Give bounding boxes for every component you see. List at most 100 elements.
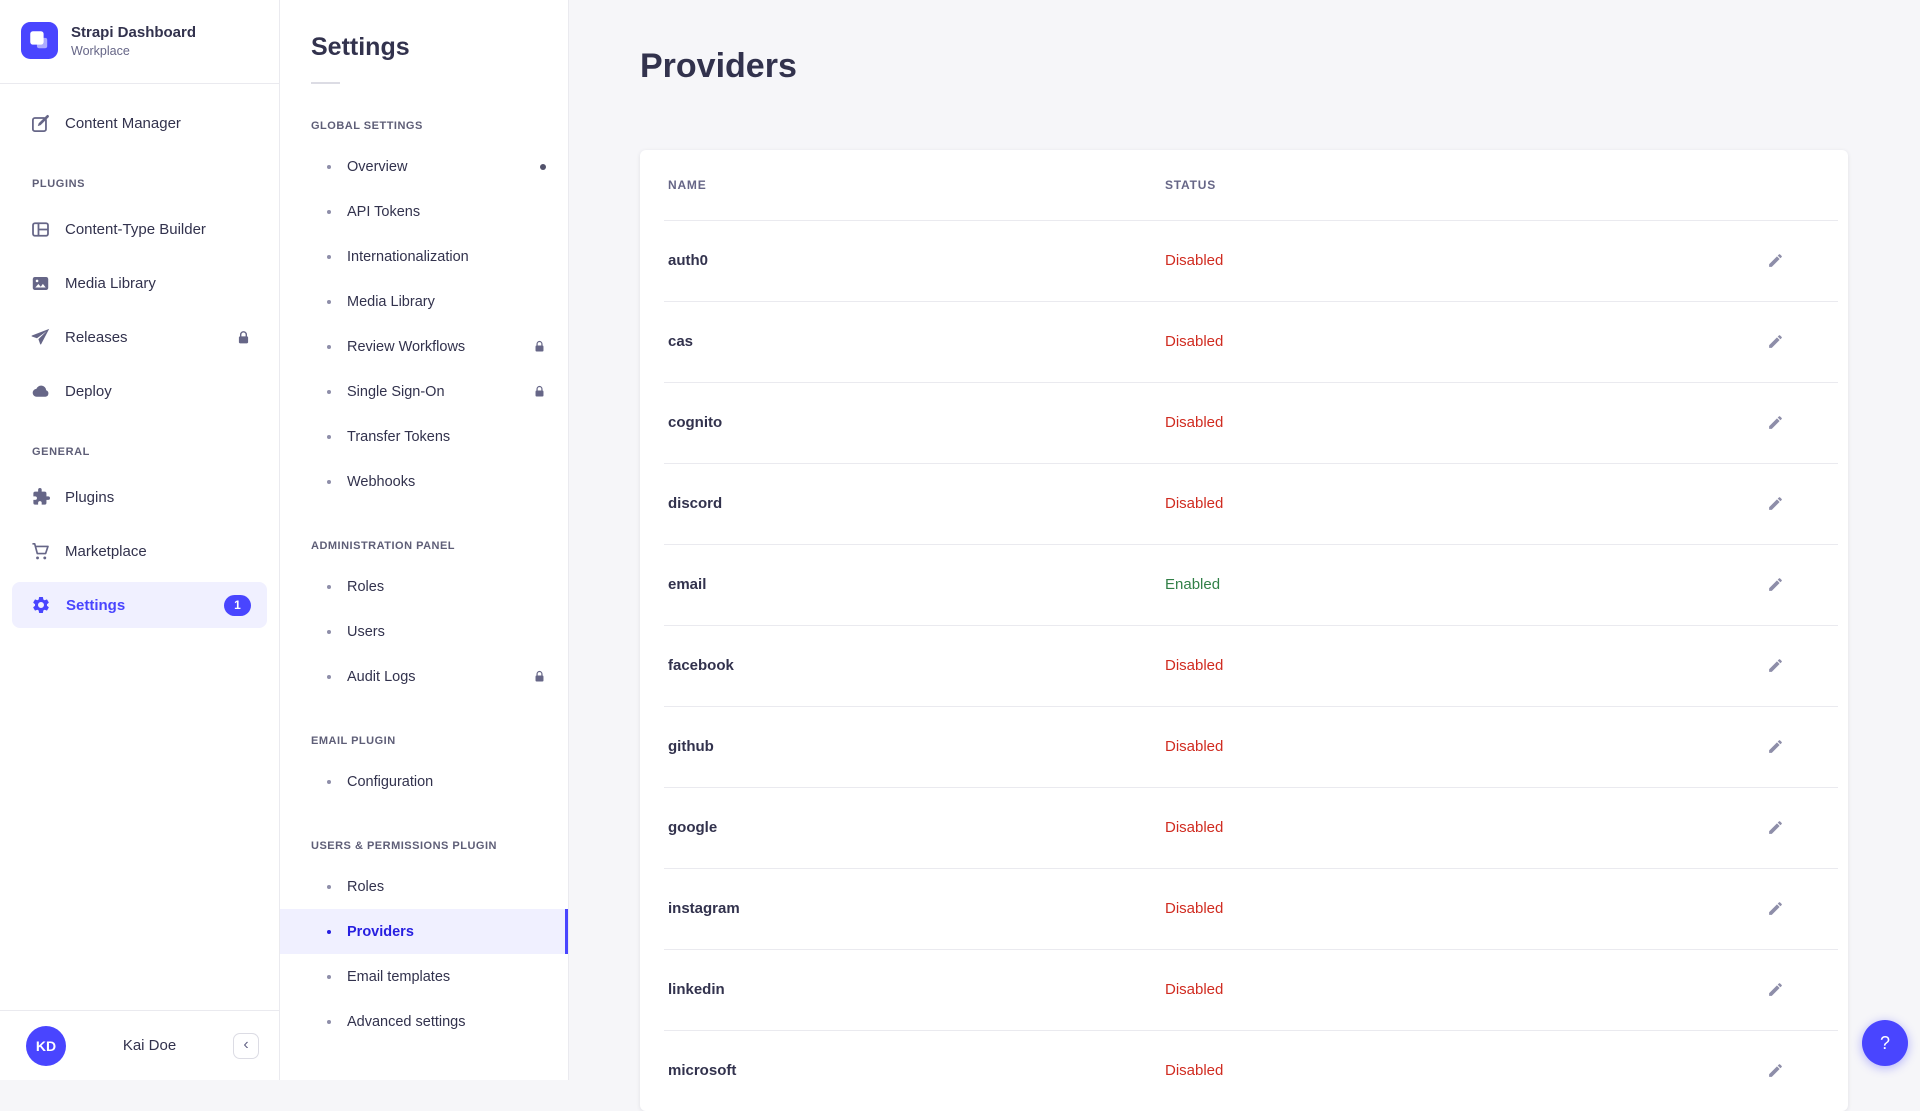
sidebar-item-releases[interactable]: Releases (12, 314, 267, 360)
provider-status: Disabled (1165, 981, 1758, 998)
edit-provider-button[interactable] (1758, 811, 1792, 845)
sidebar-item-label: Marketplace (65, 543, 147, 560)
edit-provider-button[interactable] (1758, 487, 1792, 521)
sidebar-item-marketplace[interactable]: Marketplace (12, 528, 267, 574)
bullet-icon (327, 480, 331, 484)
sidebar-item-media-library[interactable]: Media Library (12, 260, 267, 306)
sidebar-item-plugins[interactable]: Plugins (12, 474, 267, 520)
sidebar-item-label: Settings (66, 597, 125, 614)
subnav-section-users-permissions: USERS & PERMISSIONS PLUGIN (311, 840, 568, 852)
paper-plane-icon (31, 328, 50, 347)
main-sidebar: Strapi Dashboard Workplace Content Manag… (0, 0, 280, 1080)
subnav-item-internationalization[interactable]: Internationalization (280, 234, 568, 279)
sidebar-item-content-type-builder[interactable]: Content-Type Builder (12, 206, 267, 252)
table-row: instagram Disabled (640, 868, 1848, 949)
subnav-item-label: Single Sign-On (347, 384, 445, 400)
subnav-item-overview[interactable]: Overview (280, 144, 568, 189)
cart-icon (31, 542, 50, 561)
table-row: google Disabled (640, 787, 1848, 868)
pencil-icon (1767, 819, 1784, 836)
provider-status: Disabled (1165, 414, 1758, 431)
provider-name: linkedin (668, 981, 1165, 998)
provider-status: Disabled (1165, 1062, 1758, 1079)
edit-provider-button[interactable] (1758, 649, 1792, 683)
bullet-icon (327, 300, 331, 304)
pencil-icon (1767, 495, 1784, 512)
subnav-item-transfer-tokens[interactable]: Transfer Tokens (280, 414, 568, 459)
subnav-item-review-workflows[interactable]: Review Workflows (280, 324, 568, 369)
edit-provider-button[interactable] (1758, 568, 1792, 602)
subnav-item-audit-logs[interactable]: Audit Logs (280, 654, 568, 699)
sidebar-item-deploy[interactable]: Deploy (12, 368, 267, 414)
bullet-icon (327, 435, 331, 439)
subnav-section-email-plugin: EMAIL PLUGIN (311, 735, 568, 747)
workspace-subtitle: Workplace (71, 44, 196, 58)
page-title: Providers (640, 46, 1848, 86)
pencil-icon (1767, 1062, 1784, 1079)
edit-provider-button[interactable] (1758, 973, 1792, 1007)
subnav-item-up-roles[interactable]: Roles (280, 864, 568, 909)
pencil-icon (1767, 900, 1784, 917)
pencil-icon (1767, 981, 1784, 998)
edit-provider-button[interactable] (1758, 244, 1792, 278)
provider-name: facebook (668, 657, 1165, 674)
table-row: facebook Disabled (640, 625, 1848, 706)
providers-table: NAME STATUS auth0 Disabled cas Disabled … (640, 150, 1848, 1111)
subnav-item-label: Audit Logs (347, 669, 416, 685)
subnav-item-advanced-settings[interactable]: Advanced settings (280, 999, 568, 1044)
subnav-item-api-tokens[interactable]: API Tokens (280, 189, 568, 234)
subnav-item-single-sign-on[interactable]: Single Sign-On (280, 369, 568, 414)
subnav-item-providers[interactable]: Providers (280, 909, 568, 954)
question-mark-icon: ? (1880, 1033, 1890, 1054)
table-row: auth0 Disabled (640, 220, 1848, 301)
pencil-icon (1767, 738, 1784, 755)
bullet-icon (327, 780, 331, 784)
layout-grid-icon (31, 220, 50, 239)
user-name: Kai Doe (66, 1037, 233, 1054)
table-row: linkedin Disabled (640, 949, 1848, 1030)
gear-icon (31, 595, 51, 615)
provider-name: cognito (668, 414, 1165, 431)
subnav-item-email-templates[interactable]: Email templates (280, 954, 568, 999)
bullet-icon (327, 975, 331, 979)
provider-status: Disabled (1165, 819, 1758, 836)
edit-provider-button[interactable] (1758, 730, 1792, 764)
subnav-item-webhooks[interactable]: Webhooks (280, 459, 568, 504)
workspace-header[interactable]: Strapi Dashboard Workplace (0, 0, 279, 84)
sidebar-item-settings[interactable]: Settings 1 (12, 582, 267, 628)
collapse-sidebar-button[interactable]: ‹ (233, 1033, 259, 1059)
subnav-item-media-library[interactable]: Media Library (280, 279, 568, 324)
subnav-item-label: Transfer Tokens (347, 429, 450, 445)
bullet-icon (327, 210, 331, 214)
edit-provider-button[interactable] (1758, 325, 1792, 359)
sidebar-item-label: Content-Type Builder (65, 221, 206, 238)
sidebar-item-label: Plugins (65, 489, 114, 506)
notification-count-badge: 1 (224, 595, 251, 616)
provider-name: microsoft (668, 1062, 1165, 1079)
edit-provider-button[interactable] (1758, 1054, 1792, 1088)
edit-provider-button[interactable] (1758, 892, 1792, 926)
chevron-left-icon: ‹ (243, 1037, 248, 1053)
notification-dot-icon (540, 164, 546, 170)
lock-icon (236, 330, 251, 345)
subnav-item-users[interactable]: Users (280, 609, 568, 654)
avatar[interactable]: KD (26, 1026, 66, 1066)
sidebar-item-label: Releases (65, 329, 128, 346)
sidebar-item-label: Deploy (65, 383, 112, 400)
provider-status: Disabled (1165, 252, 1758, 269)
user-bar: KD Kai Doe ‹ (0, 1010, 279, 1080)
provider-status: Disabled (1165, 333, 1758, 350)
subnav-item-admin-roles[interactable]: Roles (280, 564, 568, 609)
settings-subnav: Settings GLOBAL SETTINGS Overview API To… (280, 0, 569, 1080)
main-content: Providers NAME STATUS auth0 Disabled cas… (569, 0, 1920, 1080)
subnav-item-configuration[interactable]: Configuration (280, 759, 568, 804)
table-row: microsoft Disabled (640, 1030, 1848, 1111)
puzzle-icon (31, 488, 50, 507)
subnav-item-label: Internationalization (347, 249, 469, 265)
edit-provider-button[interactable] (1758, 406, 1792, 440)
provider-name: auth0 (668, 252, 1165, 269)
table-row: github Disabled (640, 706, 1848, 787)
sidebar-nav: Content Manager PLUGINS Content-Type Bui… (0, 84, 279, 628)
sidebar-item-content-manager[interactable]: Content Manager (12, 100, 267, 146)
help-button[interactable]: ? (1862, 1020, 1908, 1066)
